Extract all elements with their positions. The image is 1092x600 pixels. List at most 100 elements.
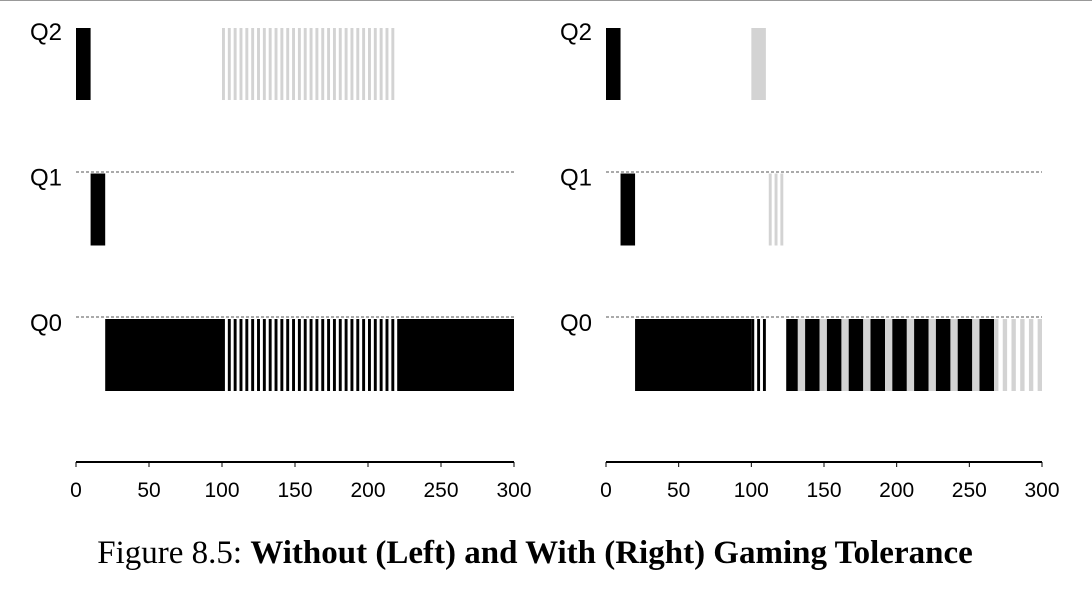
- long-job-block-slice: [391, 319, 395, 391]
- gaming-job-block-slice: [233, 28, 237, 100]
- long-job-block-slice: [338, 319, 342, 391]
- long-job-block-slice: [385, 319, 389, 391]
- long-job-block-slice: [227, 319, 231, 391]
- gaming-job-block: [885, 319, 893, 391]
- gaming-job-block-slice: [356, 28, 360, 100]
- long-job-block-slice: [280, 319, 284, 391]
- x-tick-label: 300: [496, 479, 531, 502]
- x-tick-label: 150: [277, 479, 312, 502]
- gaming-job-block-slice: [257, 28, 260, 100]
- long-job-block: [914, 319, 929, 391]
- x-tick-label: 300: [1024, 479, 1059, 502]
- long-job-block-slice: [292, 319, 295, 391]
- long-job-block-slice: [286, 319, 290, 391]
- long-job-block-slice: [321, 319, 325, 391]
- long-job-block-slice: [274, 319, 278, 391]
- long-job-block: [635, 319, 752, 391]
- gaming-job-block-slice: [373, 28, 377, 100]
- long-job-block-slice: [315, 319, 319, 391]
- x-tick-label: 200: [350, 479, 385, 502]
- long-job-block: [848, 319, 864, 391]
- x-tick-label: 50: [667, 479, 690, 502]
- long-job-block-slice: [762, 319, 766, 391]
- gaming-job-block-slice: [292, 28, 295, 100]
- gaming-job-block: [906, 319, 915, 391]
- gaming-job-block-slice: [768, 173, 772, 246]
- long-job-block-slice: [368, 319, 371, 391]
- long-job-block-slice: [373, 319, 377, 391]
- long-job-block-slice: [332, 319, 336, 391]
- gaming-job-block-slice: [368, 28, 371, 100]
- long-job-block: [620, 173, 636, 246]
- gaming-job-block-slice: [268, 28, 272, 100]
- long-job-block: [606, 28, 621, 100]
- long-job-block-slice: [751, 319, 755, 391]
- long-job-block: [786, 319, 798, 391]
- long-job-block-slice: [309, 319, 313, 391]
- gaming-job-block: [928, 319, 936, 391]
- gaming-job-block-slice: [1037, 319, 1042, 391]
- gaming-job-block-slice: [222, 28, 225, 100]
- gaming-job-block-slice: [362, 28, 366, 100]
- mlfq-figure: Q2 Q1 Q0 0 50 100 150 200 250 300 Q2 Q1 Q0 0 50 100 150…: [30, 19, 1060, 502]
- x-tick-label: 250: [423, 479, 458, 502]
- long-job-block-slice: [262, 319, 266, 391]
- gaming-job-block-slice: [1011, 319, 1016, 391]
- gaming-job-block: [863, 319, 871, 391]
- top-rule: [0, 0, 1092, 1]
- long-job-block: [892, 319, 907, 391]
- long-job-block-slice: [251, 319, 255, 391]
- gaming-job-block-slice: [274, 28, 278, 100]
- long-job-block-slice: [344, 319, 348, 391]
- x-tick-label: 0: [70, 479, 82, 502]
- queue-label-q0: Q0: [560, 310, 592, 337]
- x-tick-label: 200: [879, 479, 914, 502]
- caption-prefix: Figure 8.5:: [97, 535, 243, 571]
- long-job-block-slice: [350, 319, 354, 391]
- long-job-block-slice: [257, 319, 260, 391]
- gaming-job-block-slice: [1020, 319, 1025, 391]
- gaming-job-block-slice: [245, 28, 249, 100]
- long-job-block: [979, 319, 995, 391]
- x-tick-label: 100: [204, 479, 239, 502]
- left-panel: Q2 Q1 Q0 0 50 100 150 200 250 300: [30, 19, 532, 502]
- long-job-block-slice: [379, 319, 383, 391]
- gaming-job-block-slice: [309, 28, 313, 100]
- long-job-block-slice: [327, 319, 331, 391]
- gaming-job-block-slice: [391, 28, 395, 100]
- caption-title: Without (Left) and With (Right) Gaming T…: [250, 535, 973, 571]
- x-tick-label: 0: [600, 479, 612, 502]
- gaming-job-block-slice: [227, 28, 231, 100]
- gaming-job-block-slice: [994, 319, 999, 391]
- long-job-block: [90, 173, 106, 246]
- long-job-block-slice: [239, 319, 243, 391]
- long-job-block: [397, 319, 514, 391]
- long-job-block: [826, 319, 842, 391]
- gaming-job-block-slice: [385, 28, 389, 100]
- gaming-job-block-slice: [774, 173, 778, 246]
- gaming-job-block-slice: [1028, 319, 1034, 391]
- long-job-block: [935, 319, 951, 391]
- gaming-job-block: [797, 319, 806, 391]
- gaming-job-block-slice: [315, 28, 319, 100]
- long-job-block-slice: [297, 319, 301, 391]
- queue-label-q2: Q2: [30, 19, 62, 46]
- long-job-block-slice: [222, 319, 225, 391]
- x-tick-label: 50: [137, 479, 160, 502]
- queue-label-q0: Q0: [30, 310, 62, 337]
- gaming-job-block-slice: [780, 173, 784, 246]
- gaming-job-block-slice: [350, 28, 354, 100]
- long-job-block-slice: [303, 319, 307, 391]
- long-job-block-slice: [757, 319, 761, 391]
- long-job-block-slice: [356, 319, 360, 391]
- gaming-job-block-slice: [338, 28, 342, 100]
- gaming-job-block-slice: [280, 28, 284, 100]
- gaming-job-block-slice: [286, 28, 290, 100]
- gaming-job-block-slice: [297, 28, 301, 100]
- gaming-job-block-slice: [239, 28, 243, 100]
- figure-caption: Figure 8.5: Without (Left) and With (Rig…: [0, 535, 1070, 572]
- gaming-job-block-slice: [262, 28, 266, 100]
- long-job-block: [957, 319, 973, 391]
- gaming-job-block-slice: [379, 28, 383, 100]
- gaming-job-block: [950, 319, 958, 391]
